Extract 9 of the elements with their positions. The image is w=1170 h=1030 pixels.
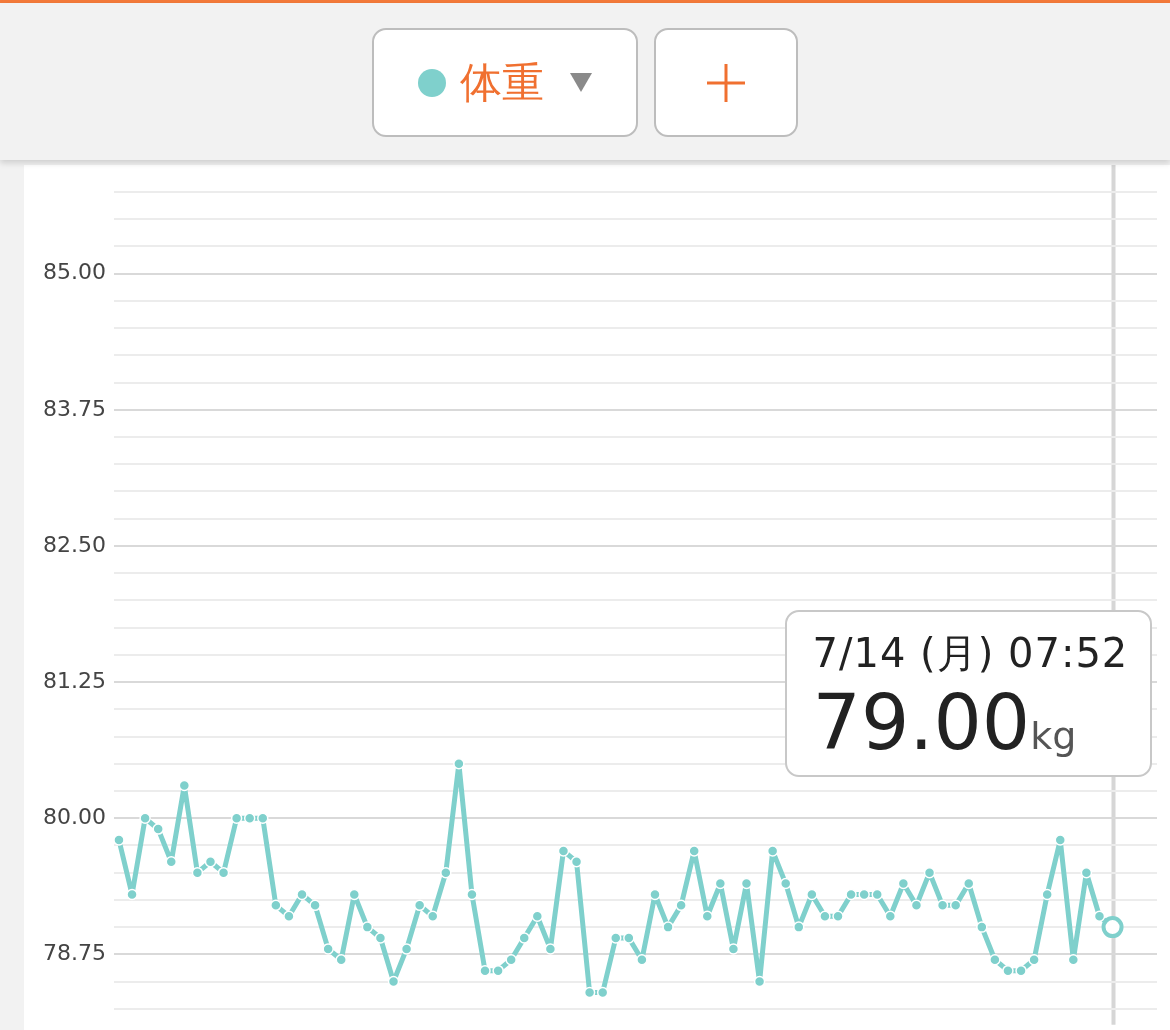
y-tick-label: 78.75 — [43, 940, 106, 966]
y-tick-label: 81.25 — [43, 667, 106, 693]
y-tick-label: 85.00 — [43, 259, 106, 285]
annotation: 79.00kg — [812, 678, 1078, 768]
y-tick-label: 82.50 — [43, 531, 106, 557]
y-tick-label: 83.75 — [43, 395, 106, 421]
y-tick-label: 80.00 — [43, 803, 106, 829]
annotation: 7/14 (月) 07:52 — [812, 630, 1129, 677]
legend-label: 体重 — [460, 56, 544, 109]
